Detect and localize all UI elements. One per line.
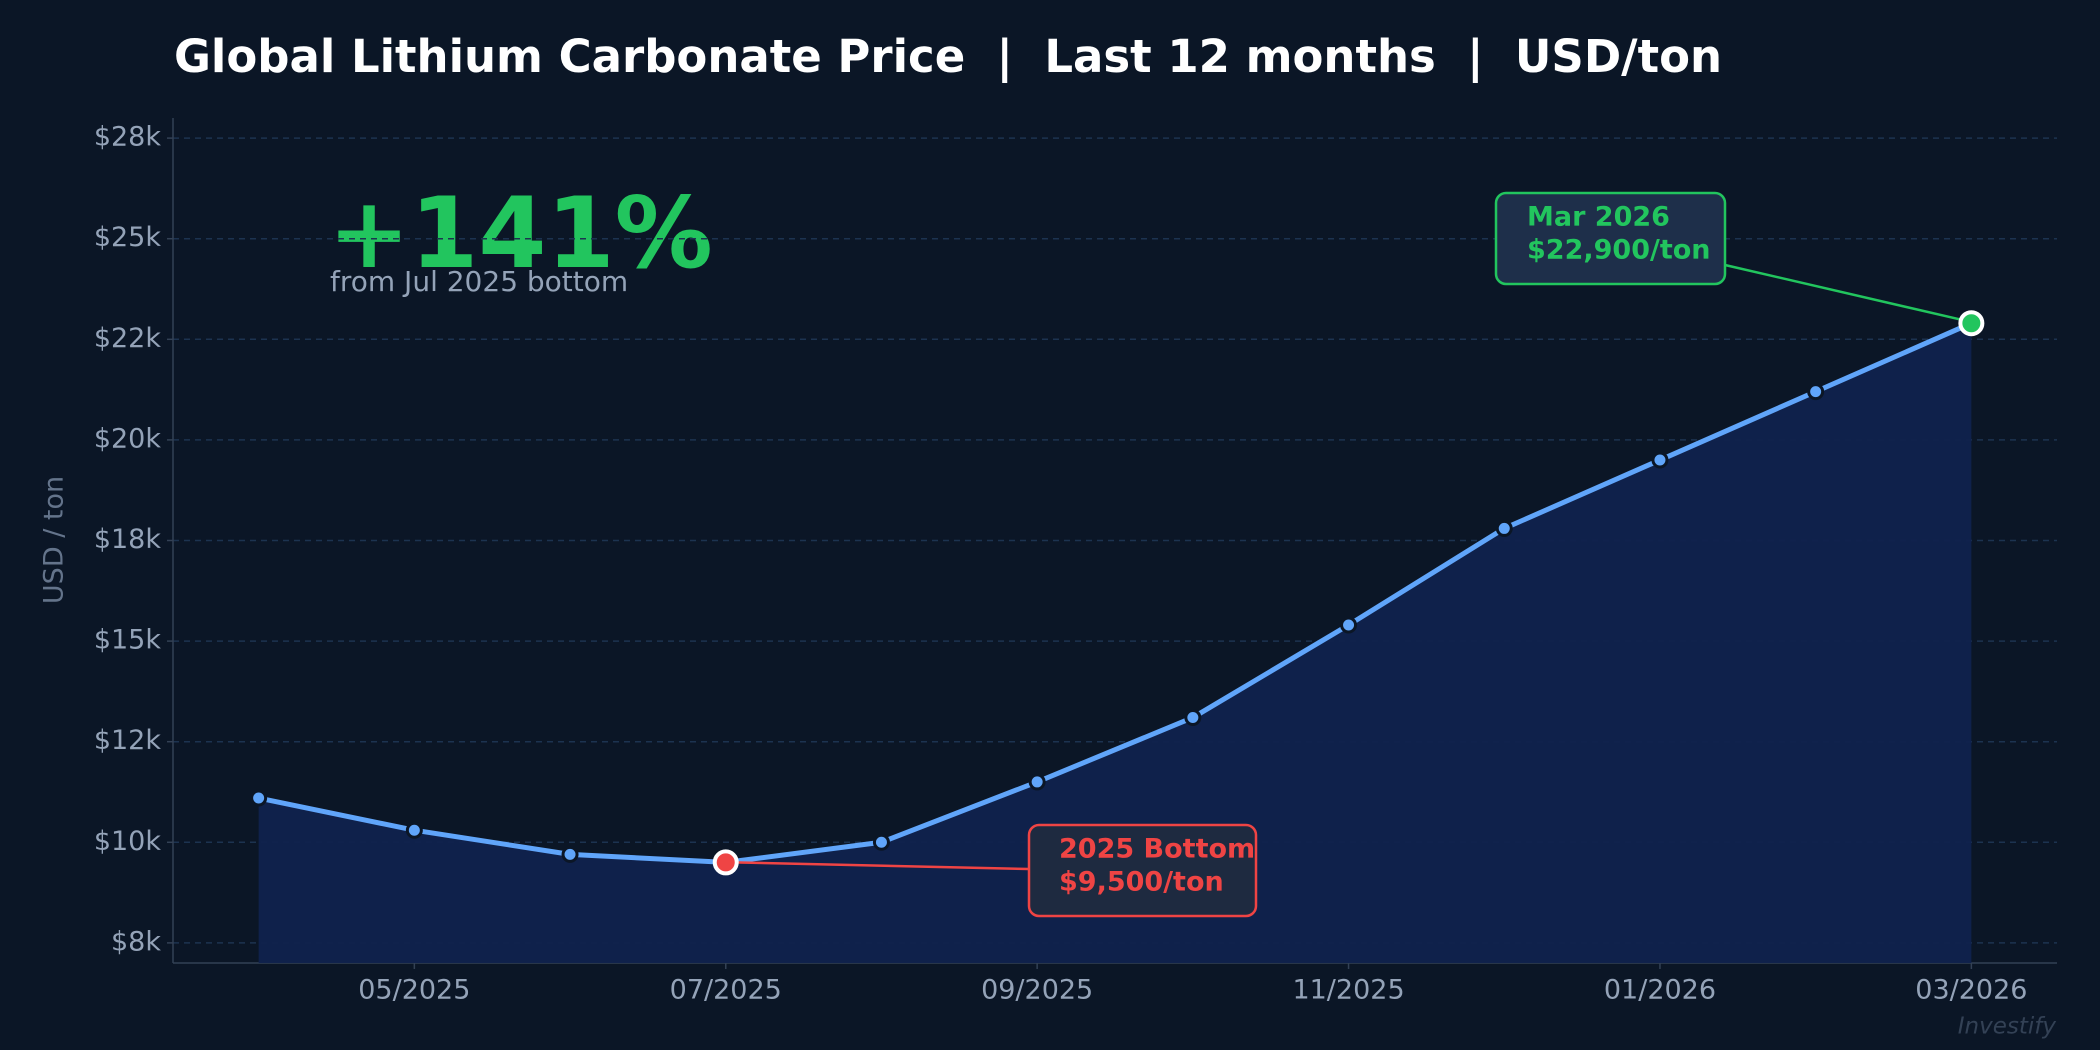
x-tick-label: 01/2026 [1604,975,1716,1006]
annotation-text: $22,900/ton [1527,235,1711,266]
point [1651,451,1669,469]
y-tick-label: $15k [94,625,162,656]
x-tick-label: 11/2025 [1292,975,1404,1006]
x-tick-label: 05/2025 [358,975,470,1006]
point [1495,519,1513,537]
annotation-box [1494,191,1727,286]
y-tick-label: $8k [111,926,161,957]
headline-note: from Jul 2025 bottom [330,265,628,298]
y-tick-label: $22k [94,323,162,354]
annotation-box [1027,823,1258,918]
high-point [1958,310,1985,337]
y-tick-label: $20k [94,423,162,454]
chart-title: Global Lithium Carbonate Price | Last 12… [174,30,1722,83]
y-tick-label: $25k [94,222,162,253]
point [1028,773,1046,791]
annotation-text: $9,500/ton [1059,867,1224,898]
watermark: Investify [1958,1014,2057,1040]
annotation-arrow [1724,263,1964,322]
point [872,833,890,851]
area [258,323,1972,963]
low-point [712,849,739,876]
point [1807,383,1825,401]
y-tick-label: $28k [94,122,162,153]
point [405,821,423,839]
x-tick-label: 09/2025 [981,975,1093,1006]
point [561,845,579,863]
annotation-text: 2025 Bottom [1059,834,1255,865]
x-tick-label: 03/2026 [1915,975,2027,1006]
point [1184,709,1202,727]
headline: +141% [328,177,713,291]
y-tick-label: $10k [94,826,162,857]
x-tick-label: 07/2025 [670,975,782,1006]
point [250,789,268,807]
y-axis-label: USD / ton [39,476,70,604]
y-tick-label: $12k [94,725,162,756]
annotation-text: Mar 2026 [1527,202,1670,233]
y-tick-label: $18k [94,524,162,555]
point [1340,616,1358,634]
line [258,320,1973,865]
annotation-arrow [733,861,1030,871]
